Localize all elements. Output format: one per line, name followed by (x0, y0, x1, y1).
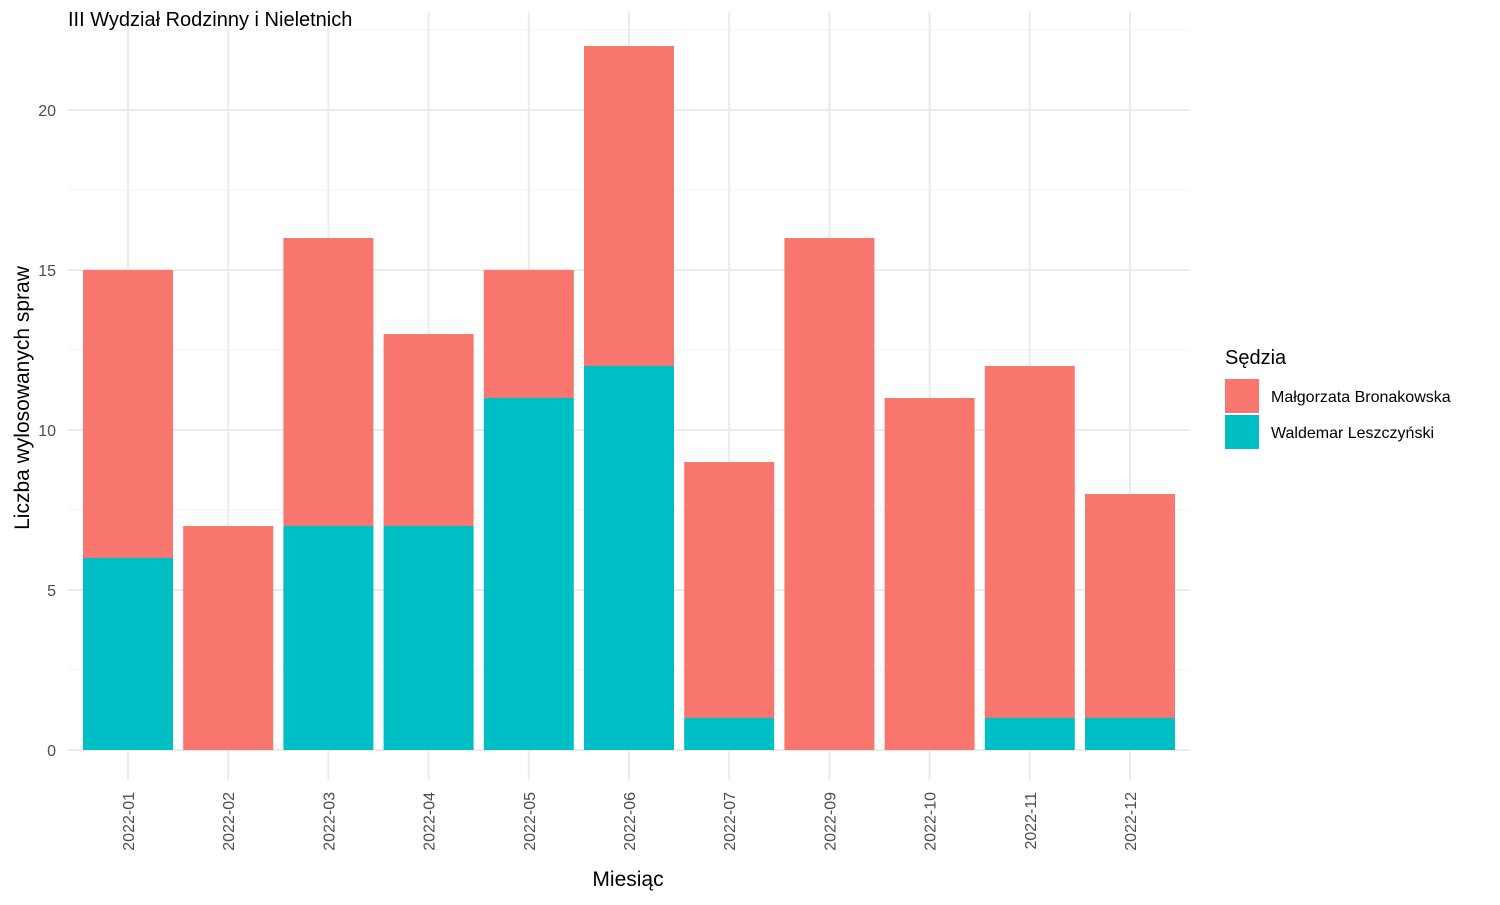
bar-segment-leszczynski (383, 526, 474, 750)
x-tick-label: 2022-05 (522, 792, 539, 851)
y-axis-title: Liczba wylosowanych spraw (11, 265, 34, 530)
bar-segment-leszczynski (1085, 718, 1175, 750)
x-tick-label: 2022-02 (221, 792, 238, 851)
y-tick-label: 20 (38, 103, 56, 120)
bar-segment-bronakowska (1085, 494, 1175, 718)
bar-segment-bronakowska (684, 462, 775, 718)
chart-title: III Wydział Rodzinny i Nieletnich (68, 9, 352, 31)
y-tick-labels: 0 5 10 15 20 (38, 103, 56, 760)
y-tick-label: 5 (47, 583, 56, 600)
bar-segment-bronakowska (584, 46, 674, 366)
x-tick-label: 2022-10 (923, 792, 940, 851)
legend-swatch-bronakowska (1225, 379, 1259, 413)
bars-layer (83, 46, 1175, 750)
bar-segment-bronakowska (83, 270, 173, 558)
bar-segment-leszczynski (684, 718, 775, 750)
x-tick-labels: 2022-01 2022-02 2022-03 2022-04 2022-05 2022-… (121, 792, 1140, 851)
bar-segment-bronakowska (483, 270, 574, 398)
bar-segment-bronakowska (383, 334, 474, 526)
legend-label-bronakowska: Małgorzata Bronakowska (1271, 389, 1451, 406)
x-tick-label: 2022-11 (1023, 792, 1040, 850)
y-tick-label: 15 (38, 263, 56, 280)
bar-segment-bronakowska (283, 238, 374, 526)
x-tick-label: 2022-09 (822, 792, 839, 851)
bar-segment-leszczynski (483, 398, 574, 750)
x-tick-label: 2022-01 (121, 792, 138, 851)
bar-segment-leszczynski (83, 558, 173, 750)
legend-title: Sędzia (1225, 347, 1287, 369)
bar-segment-bronakowska (183, 526, 274, 750)
legend: Sędzia Małgorzata Bronakowska Waldemar L… (1225, 347, 1451, 449)
bar-segment-bronakowska (784, 238, 875, 750)
x-tick-label: 2022-07 (722, 792, 739, 851)
bar-segment-leszczynski (584, 366, 674, 750)
legend-swatch-leszczynski (1225, 415, 1259, 449)
x-axis-title: Miesiąc (592, 868, 663, 891)
bar-segment-bronakowska (884, 398, 975, 750)
x-tick-label: 2022-03 (321, 792, 338, 851)
y-tick-label: 0 (47, 743, 56, 760)
bar-segment-leszczynski (283, 526, 374, 750)
x-tick-label: 2022-06 (622, 792, 639, 851)
y-tick-label: 10 (38, 423, 56, 440)
legend-label-leszczynski: Waldemar Leszczyński (1271, 425, 1434, 442)
bar-segment-bronakowska (984, 366, 1075, 718)
bar-segment-leszczynski (984, 718, 1075, 750)
x-tick-label: 2022-04 (422, 792, 439, 851)
x-tick-label: 2022-12 (1123, 792, 1140, 851)
